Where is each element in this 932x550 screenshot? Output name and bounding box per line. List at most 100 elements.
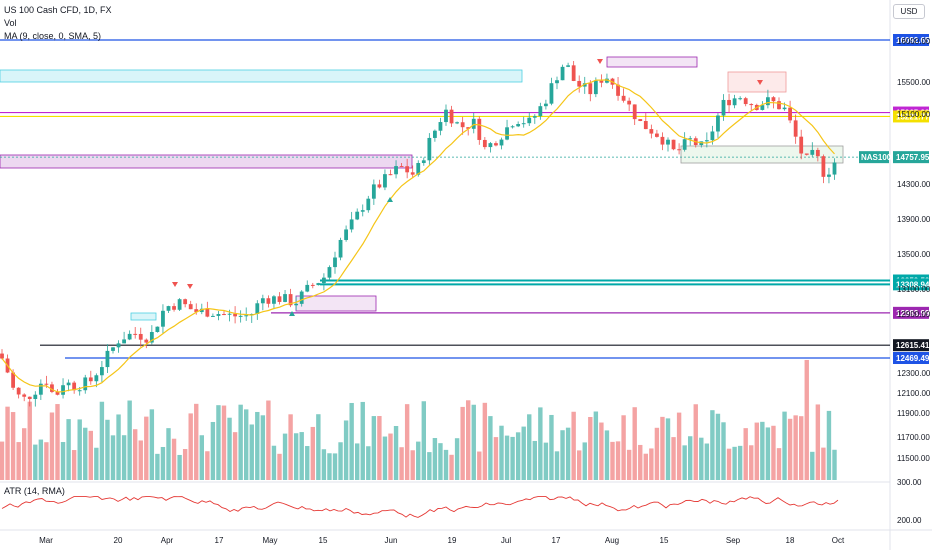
candle-body bbox=[144, 339, 149, 343]
candle-body bbox=[827, 174, 831, 177]
candle-body bbox=[671, 139, 676, 150]
candle-body bbox=[360, 210, 365, 212]
candle-body bbox=[549, 83, 554, 104]
candle-body bbox=[344, 229, 348, 240]
volume-bar bbox=[127, 400, 132, 480]
ma-indicator-label[interactable]: MA (9, close, 0, SMA, 5) bbox=[4, 31, 102, 41]
candle-body bbox=[88, 377, 93, 382]
volume-bar bbox=[549, 414, 554, 480]
level-price-tag-2 bbox=[893, 110, 929, 123]
candle-body bbox=[799, 136, 804, 154]
volume-bar bbox=[49, 412, 55, 480]
candle-body bbox=[155, 326, 160, 333]
volume-bar bbox=[210, 421, 216, 480]
current-price-tag bbox=[893, 151, 929, 164]
candle-body bbox=[77, 390, 82, 392]
price-axis-tick: 15100.00 bbox=[897, 110, 931, 119]
volume-indicator-label[interactable]: Vol bbox=[4, 18, 17, 28]
volume-bar bbox=[577, 450, 582, 480]
volume-bar bbox=[88, 430, 93, 480]
volume-bar bbox=[138, 440, 143, 480]
price-axis-tick: 11900.00 bbox=[897, 409, 930, 418]
candle-body bbox=[122, 339, 126, 344]
candle-body bbox=[266, 298, 271, 304]
currency-button[interactable]: USD bbox=[893, 4, 925, 19]
candle-body bbox=[444, 109, 448, 123]
volume-bar bbox=[221, 405, 227, 480]
atr-line bbox=[1, 496, 839, 518]
candle-body bbox=[0, 353, 4, 359]
price-axis-tick: 12900.00 bbox=[897, 310, 931, 319]
volume-bar bbox=[360, 401, 365, 480]
volume-bar bbox=[27, 401, 32, 480]
volume-bar bbox=[60, 442, 66, 480]
volume-bar bbox=[244, 409, 249, 480]
candle-body bbox=[466, 127, 471, 129]
volume-bar bbox=[443, 449, 449, 480]
candle-body bbox=[216, 314, 221, 316]
time-axis-tick: 20 bbox=[114, 536, 123, 545]
atr-indicator-label[interactable]: ATR (14, RMA) bbox=[4, 486, 65, 496]
zone-rect-5 bbox=[295, 295, 377, 312]
candle-body bbox=[527, 117, 532, 124]
candle-body bbox=[238, 315, 243, 317]
candle-body bbox=[782, 107, 787, 110]
volume-bar bbox=[510, 436, 515, 480]
volume-bar bbox=[249, 424, 254, 480]
volume-bar bbox=[343, 420, 349, 480]
volume-bar bbox=[560, 430, 565, 480]
level-price-tag-5 bbox=[893, 306, 929, 319]
volume-bar bbox=[771, 425, 776, 480]
candle-body bbox=[233, 313, 237, 317]
volume-bar bbox=[133, 429, 138, 480]
candle-body bbox=[133, 333, 138, 335]
candle-body bbox=[721, 99, 726, 116]
time-axis-tick: Aug bbox=[605, 536, 619, 545]
candle-body bbox=[571, 65, 576, 81]
volume-bar bbox=[699, 437, 704, 480]
candle-body bbox=[749, 104, 754, 106]
candle-body bbox=[621, 95, 626, 101]
candle-body bbox=[183, 299, 188, 305]
symbol-title[interactable]: US 100 Cash CFD, 1D, FX bbox=[4, 5, 112, 15]
candles-group bbox=[0, 60, 837, 480]
candle-body bbox=[127, 333, 132, 340]
candle-body bbox=[44, 383, 49, 385]
volume-bar bbox=[321, 449, 327, 480]
volume-bar bbox=[660, 416, 665, 480]
candle-body bbox=[616, 84, 620, 96]
candle-body bbox=[643, 121, 648, 130]
time-axis-tick: 19 bbox=[448, 536, 457, 545]
volume-bar bbox=[604, 430, 610, 480]
level-price-tag-4 bbox=[893, 278, 929, 291]
price-axis-tick: 16000.00 bbox=[897, 37, 931, 46]
price-axis-tick: 11500.00 bbox=[897, 454, 930, 463]
volume-bar bbox=[299, 432, 304, 480]
candle-body bbox=[682, 139, 687, 150]
candle-body bbox=[449, 109, 454, 124]
candle-body bbox=[149, 332, 154, 343]
candle-body bbox=[427, 137, 432, 161]
volume-bar bbox=[554, 451, 560, 480]
volume-bar bbox=[593, 411, 599, 480]
candle-body bbox=[410, 172, 415, 175]
volume-bar bbox=[371, 416, 377, 480]
volume-bar bbox=[416, 441, 421, 480]
signal-arrow-down bbox=[187, 284, 193, 289]
candle-body bbox=[477, 118, 482, 140]
candle-body bbox=[471, 118, 476, 129]
candle-body bbox=[560, 66, 565, 81]
candle-body bbox=[83, 377, 88, 391]
volume-bar bbox=[421, 401, 426, 480]
candle-body bbox=[460, 122, 465, 128]
candle-body bbox=[172, 306, 176, 310]
candle-body bbox=[38, 383, 43, 395]
candle-body bbox=[394, 166, 398, 175]
zone-rect-3 bbox=[727, 71, 787, 93]
candle-body bbox=[538, 106, 543, 117]
time-axis-tick: Mar bbox=[39, 536, 53, 545]
volume-bar bbox=[71, 450, 77, 480]
price-axis-tick: 13900.00 bbox=[897, 215, 931, 224]
